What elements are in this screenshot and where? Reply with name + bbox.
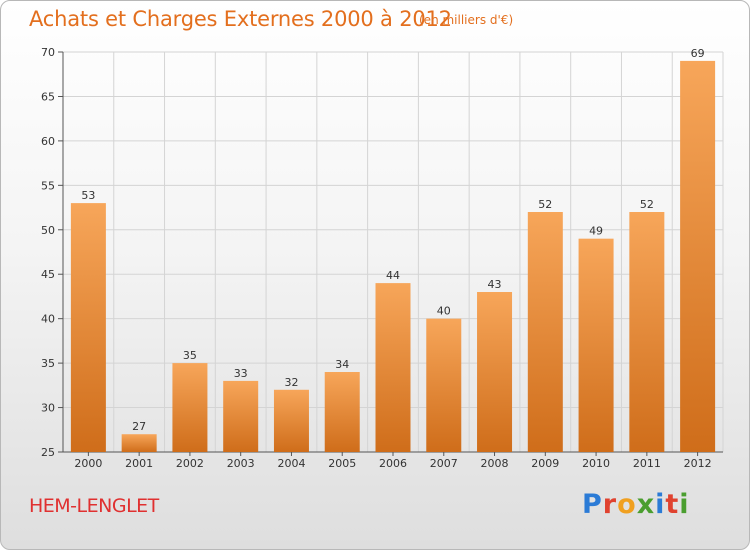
logo-letter: i [679, 489, 690, 520]
bar-2001 [121, 434, 157, 452]
bar-2012 [680, 60, 716, 453]
value-label-2006: 44 [386, 269, 400, 282]
x-tick-label-2011: 2011 [633, 457, 661, 470]
x-tick-label-2004: 2004 [277, 457, 305, 470]
proxiti-logo: Proxiti [582, 489, 690, 520]
x-tick-label-2010: 2010 [582, 457, 610, 470]
y-tick-label: 50 [41, 224, 55, 237]
value-label-2004: 32 [284, 376, 298, 389]
x-tick-label-2007: 2007 [430, 457, 458, 470]
bar-2011 [629, 212, 665, 452]
logo-letter: r [602, 489, 618, 520]
value-label-2005: 34 [335, 358, 349, 371]
value-label-2007: 40 [437, 305, 451, 318]
x-tick-label-2000: 2000 [74, 457, 102, 470]
value-label-2009: 52 [538, 198, 552, 211]
bar-2006 [375, 283, 411, 452]
x-tick-label-2001: 2001 [125, 457, 153, 470]
chart-subtitle: (en milliers d'€) [419, 13, 514, 27]
value-label-2008: 43 [488, 278, 502, 291]
value-label-2012: 69 [691, 47, 705, 60]
y-tick-label: 25 [41, 446, 55, 459]
bar-2003 [223, 380, 259, 452]
x-tick-label-2006: 2006 [379, 457, 407, 470]
logo-letter: P [582, 489, 603, 520]
logo-letter: i [655, 489, 666, 520]
x-tick-label-2002: 2002 [176, 457, 204, 470]
value-label-2000: 53 [81, 189, 95, 202]
bar-2000 [70, 203, 106, 452]
x-tick-label-2008: 2008 [481, 457, 509, 470]
bar-2008 [477, 292, 513, 452]
bar-2010 [578, 238, 614, 452]
bar-2004 [273, 389, 309, 452]
logo-letter: o [617, 489, 637, 520]
x-tick-label-2009: 2009 [531, 457, 559, 470]
labels: 25 30 35 40 45 50 55 60 65 70 53 2000 27 2001 35 2002 33… [41, 46, 712, 470]
y-tick-label: 45 [41, 268, 55, 281]
value-label-2011: 52 [640, 198, 654, 211]
x-tick-label-2003: 2003 [227, 457, 255, 470]
value-label-2003: 33 [234, 367, 248, 380]
value-label-2002: 35 [183, 349, 197, 362]
value-label-2010: 49 [589, 225, 603, 238]
bar-2005 [324, 372, 360, 452]
value-label-2001: 27 [132, 420, 146, 433]
city-name: HEM-LENGLET [29, 495, 159, 517]
y-tick-label: 60 [41, 135, 55, 148]
bar-2007 [426, 318, 462, 452]
y-tick-label: 55 [41, 179, 55, 192]
logo-letter: t [665, 489, 680, 520]
x-tick-label-2012: 2012 [684, 457, 712, 470]
bar-2002 [172, 363, 208, 452]
y-tick-label: 65 [41, 90, 55, 103]
y-tick-label: 70 [41, 46, 55, 59]
logo-letter: x [636, 489, 656, 520]
y-tick-label: 35 [41, 357, 55, 370]
y-tick-label: 40 [41, 313, 55, 326]
x-tick-label-2005: 2005 [328, 457, 356, 470]
bar-2009 [527, 212, 563, 452]
bars [70, 60, 716, 453]
chart-title: Achats et Charges Externes 2000 à 2012 [29, 7, 452, 31]
y-tick-label: 30 [41, 402, 55, 415]
